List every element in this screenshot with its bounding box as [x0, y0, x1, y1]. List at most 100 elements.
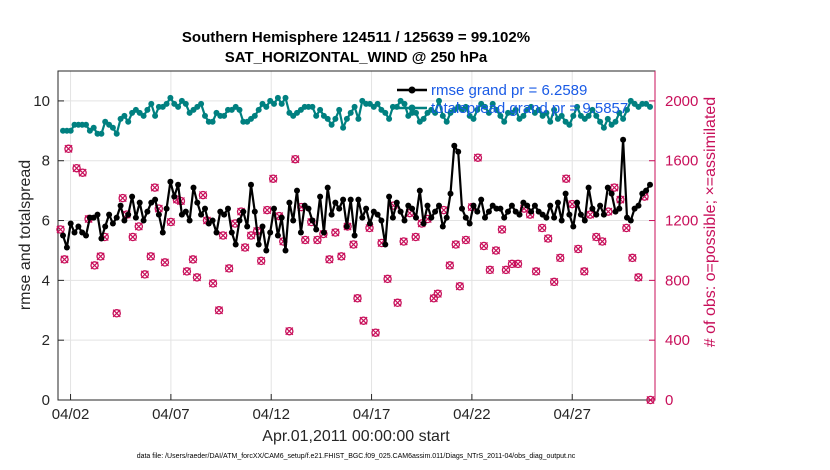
rmse-point	[482, 214, 488, 221]
obs-assimilated-point	[160, 258, 169, 267]
spread-point	[374, 100, 381, 107]
spread-series	[60, 94, 653, 137]
spread-point	[551, 106, 558, 113]
rmse-point	[366, 220, 373, 227]
obs-possible-point	[411, 232, 420, 242]
rmse-point	[432, 208, 439, 215]
spread-point	[558, 112, 565, 119]
obs-possible-point	[634, 273, 643, 282]
spread-point	[600, 124, 607, 131]
rmse-point	[282, 247, 289, 254]
rmse-point	[635, 202, 642, 209]
obs-possible-point	[580, 267, 589, 276]
obs-possible-point	[549, 277, 559, 287]
obs-series	[56, 144, 655, 405]
rmse-point	[455, 148, 462, 155]
rmse-point	[478, 196, 485, 203]
rmse-point	[109, 220, 116, 227]
spread-point	[489, 100, 496, 107]
rmse-point	[263, 247, 270, 254]
rmse-point	[409, 205, 416, 212]
spread-point	[593, 112, 600, 119]
obs-assimilated-point	[411, 232, 420, 242]
obs-possible-point	[646, 395, 655, 405]
rmse-point	[397, 208, 404, 215]
obs-possible-point	[134, 222, 144, 231]
x-axis-ticks: 04/02 04/07 04/12 04/17 04/22 04/27	[52, 394, 591, 423]
spread-point	[175, 103, 182, 110]
rmse-point	[359, 214, 366, 221]
spread-point	[566, 121, 573, 128]
spread-point	[332, 115, 339, 122]
spread-point	[263, 103, 270, 110]
spread-point	[317, 106, 324, 113]
rmse-point	[363, 205, 370, 212]
rmse-point	[505, 208, 511, 215]
spread-point	[474, 106, 481, 113]
obs-assimilated-point	[393, 298, 402, 307]
y-right-tick-label: 800	[665, 272, 690, 289]
rmse-point	[600, 211, 607, 218]
rmse-point	[152, 196, 159, 203]
rmse-point	[163, 205, 170, 212]
obs-assimilated-point	[485, 265, 494, 274]
spread-point	[543, 109, 550, 116]
obs-possible-point	[78, 168, 87, 177]
rmse-point	[171, 193, 178, 200]
rmse-point	[336, 205, 343, 212]
obs-possible-point	[531, 267, 541, 276]
spread-point	[624, 106, 630, 113]
chart-title: Southern Hemisphere 124511 / 125639 = 99…	[182, 29, 530, 46]
obs-assimilated-point	[78, 168, 87, 177]
rmse-point	[343, 223, 350, 230]
rmse-point	[136, 199, 143, 206]
spread-point	[328, 121, 335, 128]
obs-possible-point	[188, 255, 198, 264]
obs-assimilated-point	[208, 279, 218, 288]
x-tick-label: 04/27	[553, 406, 591, 423]
obs-possible-point	[313, 235, 322, 245]
spread-point	[443, 118, 450, 125]
obs-possible-point	[479, 241, 489, 251]
y-right-tick-label: 1200	[665, 213, 698, 230]
spread-point	[163, 100, 170, 107]
rmse-point	[581, 217, 588, 224]
rmse-point	[305, 205, 312, 212]
spread-point	[113, 130, 120, 137]
obs-possible-point	[214, 306, 224, 315]
rmse-point	[102, 223, 109, 230]
spread-point	[152, 112, 159, 119]
rmse-point	[386, 193, 393, 200]
obs-possible-point	[337, 252, 346, 261]
rmse-point	[67, 220, 74, 227]
rmse-point	[144, 208, 151, 215]
spread-point	[597, 118, 604, 125]
rmse-point	[574, 199, 581, 206]
rmse-point	[439, 223, 446, 230]
footnote: data file: /Users/raeder/DAI/ATM_forcXX/…	[137, 453, 576, 460]
obs-possible-point	[246, 231, 256, 240]
rmse-point	[328, 211, 335, 218]
obs-assimilated-point	[622, 223, 631, 233]
obs-possible-point	[64, 144, 73, 154]
obs-possible-point	[56, 225, 65, 234]
rmse-point	[647, 181, 653, 188]
obs-possible-point	[473, 153, 483, 162]
spread-point	[182, 100, 189, 107]
obs-assimilated-point	[445, 261, 454, 270]
x-axis-label: Apr.01,2011 00:00:00 start	[262, 428, 450, 445]
legend-spread-marker	[408, 104, 416, 112]
spread-point	[570, 112, 577, 119]
spread-point	[148, 100, 155, 107]
rmse-point	[516, 211, 523, 218]
rmse-point	[232, 241, 239, 248]
rmse-point	[382, 241, 389, 248]
obs-assimilated-point	[646, 395, 655, 405]
spread-point	[347, 109, 354, 116]
spread-point	[501, 118, 508, 125]
spread-point	[620, 115, 627, 122]
spread-point	[485, 109, 492, 116]
spread-point	[470, 115, 477, 122]
obs-assimilated-point	[491, 246, 501, 255]
rmse-point	[347, 196, 354, 203]
